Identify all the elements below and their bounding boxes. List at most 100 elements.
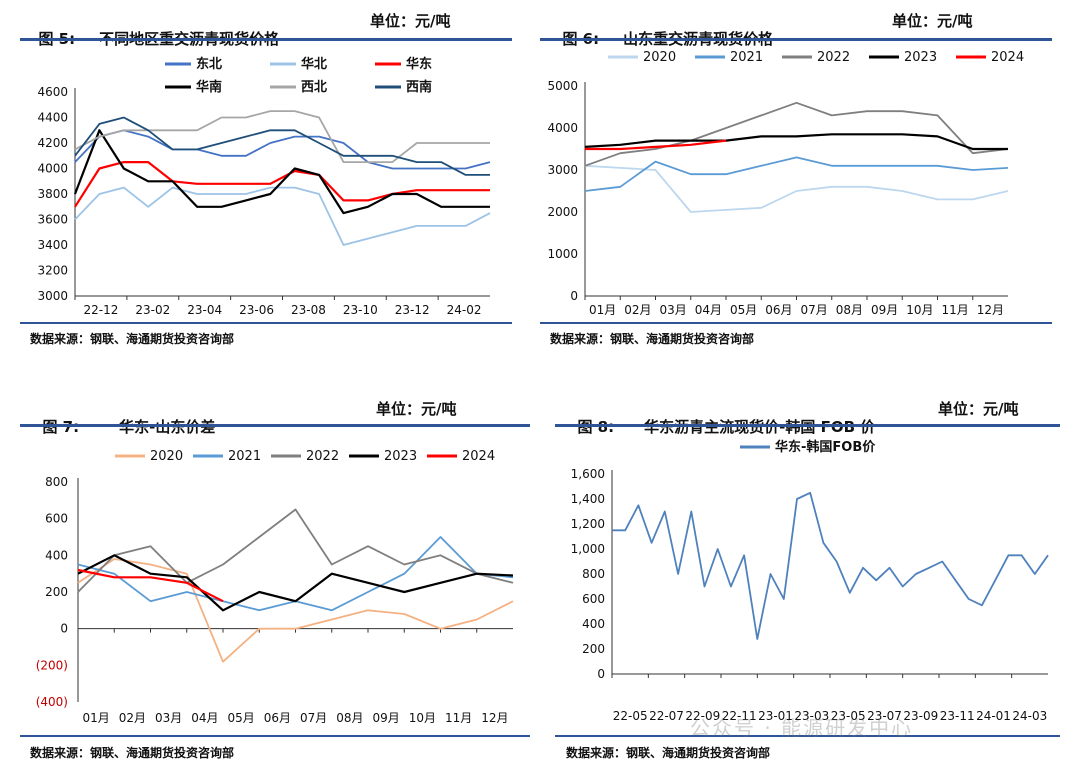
legend-label-2023: 2023 <box>384 449 417 464</box>
legend-label-2020: 2020 <box>643 50 676 65</box>
y-tick-label: 0 <box>60 622 68 636</box>
y-tick-label: 200 <box>45 585 68 599</box>
x-tick-label: 01月 <box>82 711 109 725</box>
panel3-title: 图 7: 华东-山东价差 <box>32 398 215 437</box>
series-line-2024 <box>77 568 224 603</box>
series-line-华北 <box>74 186 491 246</box>
x-tick-label: 06月 <box>264 711 291 725</box>
x-tick-label: 24-03 <box>1012 709 1047 723</box>
y-tick-label: 0 <box>597 667 605 681</box>
panel4-unit: 单位：元/吨 <box>938 400 1019 418</box>
legend-label-2022: 2022 <box>817 50 850 65</box>
y-tick-label: (200) <box>36 658 68 672</box>
legend-label-2024: 2024 <box>991 50 1024 65</box>
chart-1: 3000 3200 3400 3600 3800 4000 4200 4400 4600 22-1… <box>37 56 491 317</box>
series-line-2020 <box>77 558 514 663</box>
x-tick-label: 23-01 <box>758 709 793 723</box>
x-tick-label: 02月 <box>119 711 146 725</box>
x-tick-label: 23-04 <box>187 303 222 317</box>
x-tick-label: 24-01 <box>976 709 1011 723</box>
panel3-top-rule <box>20 424 530 427</box>
y-tick-label: 4400 <box>37 111 68 125</box>
panel4-title: 图 8: 华东沥青主流现货价-韩国 FOB 价 <box>567 398 875 437</box>
panel1-unit: 单位：元/吨 <box>370 12 451 30</box>
x-tick-label: 03月 <box>155 711 182 725</box>
y-tick-label: 4000 <box>547 121 578 135</box>
x-tick-label: 05月 <box>227 711 254 725</box>
x-tick-label: 23-10 <box>343 303 378 317</box>
panel1-source: 数据来源：钢联、海通期货投资咨询部 <box>30 332 235 346</box>
x-tick-label: 08月 <box>836 303 863 317</box>
y-tick-label: 3600 <box>37 213 68 227</box>
x-tick-label: 23-02 <box>135 303 170 317</box>
series-line-2022 <box>584 101 1009 167</box>
y-tick-label: 200 <box>582 642 605 656</box>
x-tick-label: 10月 <box>409 711 436 725</box>
panel1-bottom-rule <box>20 322 512 324</box>
x-tick-label: 23-08 <box>291 303 326 317</box>
x-tick-label: 09月 <box>871 303 898 317</box>
y-tick-label: 800 <box>582 567 605 581</box>
x-tick-label: 12月 <box>481 711 508 725</box>
panel3-fig: 图 7: <box>42 418 80 436</box>
panel2-unit: 单位：元/吨 <box>892 12 973 30</box>
legend-label-2021: 2021 <box>228 449 261 464</box>
series-line-华东 <box>74 160 490 208</box>
y-tick-label: 3000 <box>547 163 578 177</box>
series-line-2024 <box>585 139 727 151</box>
x-tick-label: 22-05 <box>613 709 648 723</box>
y-tick-label: 800 <box>45 475 68 489</box>
x-tick-label: 11月 <box>941 303 968 317</box>
y-tick-label: 1,000 <box>571 542 605 556</box>
y-tick-label: 0 <box>570 289 578 303</box>
legend-label-华东-韩国FOB价: 华东-韩国FOB价 <box>775 439 876 455</box>
y-tick-label: 1,400 <box>571 492 605 506</box>
y-tick-label: 5000 <box>547 79 578 93</box>
panel3-source: 数据来源：钢联、海通期货投资咨询部 <box>30 746 235 760</box>
series-line-2021 <box>584 156 1009 192</box>
x-tick-label: 23-09 <box>903 709 938 723</box>
chart-3: (400) (200) 0 200 400 600 800 01月 02月 03月 04月 05月 06… <box>36 449 514 725</box>
y-tick-label: (400) <box>36 695 68 709</box>
x-tick-label: 05月 <box>730 303 757 317</box>
x-tick-label: 22-11 <box>722 709 757 723</box>
x-tick-label: 12月 <box>977 303 1004 317</box>
x-tick-label: 23-07 <box>867 709 902 723</box>
x-tick-label: 04月 <box>191 711 218 725</box>
x-tick-label: 04月 <box>695 303 722 317</box>
x-tick-label: 11月 <box>445 711 472 725</box>
x-tick-label: 22-07 <box>649 709 684 723</box>
series-line-2023 <box>584 133 1008 151</box>
legend-label-华南: 华南 <box>196 79 222 95</box>
panel4-title-text: 华东沥青主流现货价-韩国 FOB 价 <box>644 418 876 436</box>
panel4-fig: 图 8: <box>577 418 615 436</box>
legend-label-东北: 东北 <box>196 56 222 72</box>
x-tick-label: 02月 <box>624 303 651 317</box>
y-tick-label: 2000 <box>547 205 578 219</box>
x-tick-label: 23-05 <box>831 709 866 723</box>
y-tick-label: 4000 <box>37 162 68 176</box>
series-line-2022 <box>77 508 514 593</box>
series-line-华东-韩国FOB价 <box>612 491 1049 640</box>
x-tick-label: 22-09 <box>685 709 720 723</box>
legend-label-西南: 西南 <box>406 79 432 95</box>
chart-2: 0 1000 2000 3000 4000 5000 01月 02月 03月 04月 05月 06月 0… <box>547 50 1024 317</box>
y-tick-label: 400 <box>45 548 68 562</box>
x-tick-label: 07月 <box>800 303 827 317</box>
panel3-bottom-rule <box>20 735 530 737</box>
y-tick-label: 1000 <box>547 247 578 261</box>
legend-label-西北: 西北 <box>301 80 327 95</box>
series-line-2020 <box>584 164 1009 213</box>
x-tick-label: 23-12 <box>395 303 430 317</box>
y-tick-label: 600 <box>45 512 68 526</box>
legend-label-2024: 2024 <box>462 449 495 464</box>
x-tick-label: 23-11 <box>940 709 975 723</box>
y-tick-label: 400 <box>582 617 605 631</box>
x-tick-label: 09月 <box>372 711 399 725</box>
x-tick-label: 10月 <box>906 303 933 317</box>
panel1-top-rule <box>20 38 512 41</box>
x-tick-label: 08月 <box>336 711 363 725</box>
panel2-bottom-rule <box>540 322 1052 324</box>
legend-label-2020: 2020 <box>150 449 183 464</box>
